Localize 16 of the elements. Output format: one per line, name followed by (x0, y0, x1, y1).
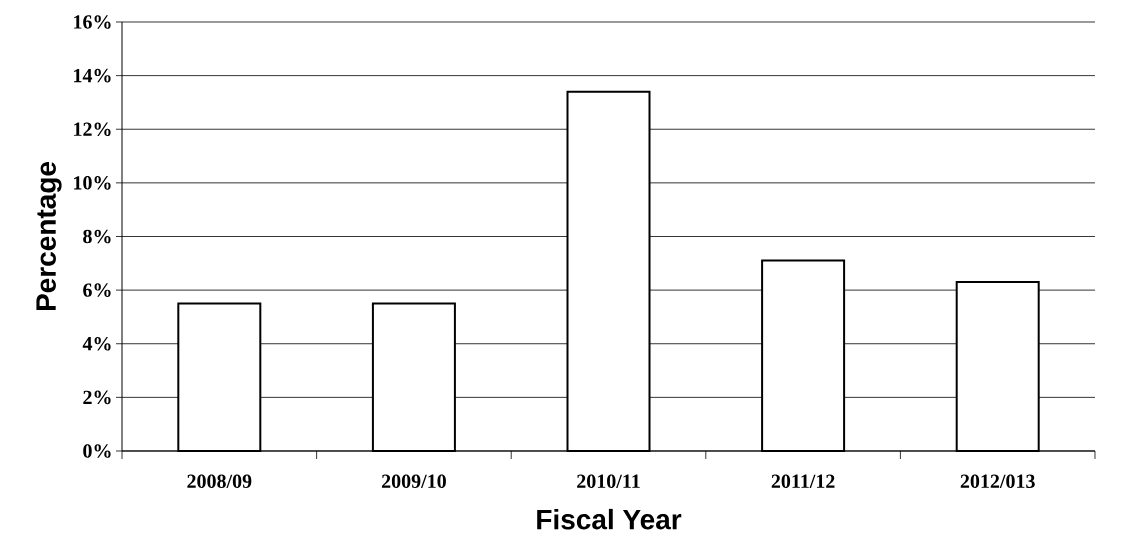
y-tick-label: 8% (83, 229, 111, 244)
x-tick-label: 2012/013 (960, 474, 1035, 489)
y-tick-label: 0% (83, 444, 111, 458)
y-tick-label: 10% (74, 176, 111, 190)
y-tick-label: 16% (74, 15, 111, 29)
x-tick-label: 2010/11 (577, 474, 640, 489)
y-tick-label: 14% (74, 68, 111, 83)
x-tick-label: 2009/10 (381, 474, 446, 489)
y-tick-label: 2% (83, 390, 111, 405)
y-tick-label: 12% (74, 122, 111, 137)
y-tick-label: 4% (82, 336, 111, 351)
x-tick-label: 2008/09 (187, 474, 252, 489)
x-axis-title: Fiscal Year (537, 508, 682, 530)
x-tick-label: 2011/12 (771, 474, 835, 489)
y-axis-title: Percentage (36, 161, 62, 311)
y-tick-label: 6% (83, 283, 111, 297)
